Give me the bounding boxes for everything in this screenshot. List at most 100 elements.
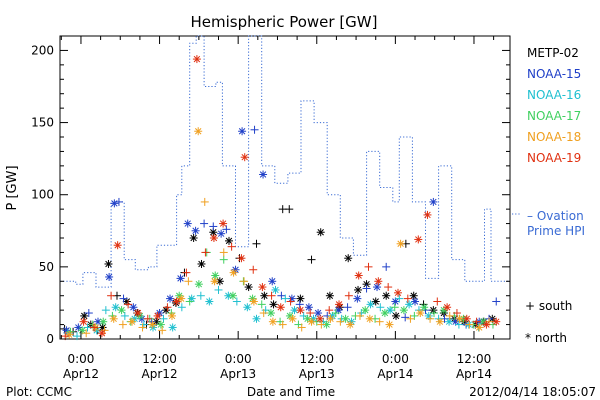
data-point-noaa-19-14: [201, 248, 210, 257]
data-point-noaa-19-37: [414, 235, 423, 244]
data-point-metp-02-36: [382, 291, 391, 300]
data-point-noaa-19-43: [472, 317, 481, 326]
data-point-noaa-19-17: [227, 242, 236, 251]
data-point-metp-02-17: [209, 228, 218, 237]
data-point-metp-02-30: [325, 291, 334, 300]
data-point-noaa-18-34: [396, 239, 405, 248]
data-point-noaa-15-28: [304, 303, 313, 312]
data-point-noaa-19-4: [107, 291, 116, 300]
data-point-noaa-17-9: [156, 320, 165, 329]
data-point-noaa-15-17: [209, 222, 218, 231]
data-point-noaa-18-25: [307, 317, 316, 326]
data-point-noaa-16-11: [168, 323, 177, 332]
data-point-noaa-15-14: [183, 219, 192, 228]
data-point-noaa-15-47: [492, 297, 501, 306]
data-point-noaa-17-33: [380, 309, 389, 318]
footer-left: Plot: CCMC: [6, 385, 72, 399]
x-tick-time-3: 12:00: [299, 352, 334, 366]
x-tick-time-1: 12:00: [142, 352, 177, 366]
y-tick-label-0: 0: [46, 332, 54, 346]
data-point-noaa-16-40: [445, 317, 454, 326]
data-point-metp-02-19: [224, 236, 233, 245]
data-point-noaa-19-44: [482, 320, 491, 329]
data-point-noaa-17-15: [211, 271, 220, 280]
data-point-noaa-19-38: [423, 210, 432, 219]
data-point-noaa-18-18: [240, 277, 249, 286]
data-point-noaa-17-5: [117, 306, 126, 315]
data-point-noaa-18-39: [445, 311, 454, 320]
data-point-noaa-16-33: [376, 303, 385, 312]
data-point-noaa-18-22: [278, 320, 287, 329]
data-point-noaa-18-6: [128, 317, 137, 326]
data-point-noaa-18-42: [475, 323, 484, 332]
legend-ovation-line-1: Prime HPI: [527, 224, 585, 238]
data-point-noaa-19-10: [163, 303, 172, 312]
data-point-noaa-15-39: [411, 297, 420, 306]
data-point-noaa-18-1: [82, 329, 91, 338]
data-point-noaa-16-22: [271, 285, 280, 294]
data-point-noaa-17-28: [331, 309, 340, 318]
data-point-noaa-19-7: [133, 309, 142, 318]
data-point-noaa-15-29: [314, 309, 323, 318]
data-point-noaa-19-16: [219, 219, 228, 228]
data-point-noaa-17-38: [430, 309, 439, 318]
data-points-layer: [60, 55, 501, 341]
y-tick-label-150: 150: [31, 116, 54, 130]
data-point-noaa-19-36: [403, 294, 412, 303]
axes-layer: 0501001502000:00Apr1212:00Apr120:00Apr13…: [31, 36, 510, 381]
data-point-noaa-18-40: [455, 314, 464, 323]
ovation-hpi-line: [60, 35, 510, 288]
data-point-noaa-18-38: [435, 317, 444, 326]
legend-item-metp-02: METP-02: [527, 46, 579, 60]
data-point-metp-02-2: [80, 311, 89, 320]
data-point-noaa-17-12: [185, 297, 194, 306]
legend-marker-south: + south: [525, 299, 572, 313]
data-point-noaa-19-41: [452, 309, 461, 318]
data-point-noaa-16-34: [386, 306, 395, 315]
data-point-noaa-17-21: [266, 309, 275, 318]
data-point-noaa-18-35: [406, 314, 415, 323]
plot-frame: [59, 35, 511, 340]
data-point-noaa-16-32: [366, 300, 375, 309]
data-point-noaa-18-36: [416, 309, 425, 318]
data-point-noaa-16-5: [111, 303, 120, 312]
legend-item-noaa-17: NOAA-17: [527, 109, 581, 123]
data-point-metp-02-26: [285, 205, 294, 214]
x-tick-date-2: Apr13: [220, 367, 256, 381]
data-point-noaa-19-3: [97, 329, 106, 338]
data-point-noaa-19-9: [153, 311, 162, 320]
data-point-noaa-17-20: [257, 300, 266, 309]
y-tick-label-200: 200: [31, 43, 54, 57]
x-tick-date-0: Apr12: [63, 367, 99, 381]
x-tick-date-5: Apr14: [456, 367, 492, 381]
data-point-noaa-19-22: [267, 291, 276, 300]
data-point-noaa-19-31: [354, 271, 363, 280]
data-point-noaa-17-27: [322, 320, 331, 329]
data-point-noaa-18-5: [118, 320, 127, 329]
plot-area-border: [59, 35, 511, 340]
legend-item-noaa-18: NOAA-18: [527, 130, 581, 144]
data-point-noaa-15-21: [238, 127, 247, 136]
data-point-noaa-18-20: [259, 309, 268, 318]
data-point-noaa-18-7: [138, 323, 147, 332]
data-point-noaa-15-1: [74, 323, 83, 332]
data-point-metp-02-22: [252, 239, 261, 248]
data-point-noaa-18-19: [249, 297, 258, 306]
data-point-noaa-19-6: [124, 300, 133, 309]
data-point-noaa-18-21: [268, 317, 277, 326]
data-point-noaa-19-33: [374, 277, 383, 286]
data-point-metp-02-37: [392, 311, 401, 320]
data-point-metp-02-23: [260, 291, 269, 300]
x-tick-time-0: 0:00: [67, 352, 94, 366]
data-point-noaa-15-37: [391, 297, 400, 306]
y-axis-label: P [GW]: [5, 165, 20, 210]
data-point-noaa-18-17: [229, 268, 238, 277]
data-point-metp-02-33: [354, 285, 363, 294]
data-point-noaa-19-24: [286, 297, 295, 306]
data-point-noaa-15-27: [295, 300, 304, 309]
data-point-noaa-18-12: [184, 277, 193, 286]
data-point-noaa-19-42: [462, 314, 471, 323]
legend-item-noaa-15: NOAA-15: [527, 67, 581, 81]
data-point-noaa-19-29: [335, 300, 344, 309]
data-point-noaa-18-30: [356, 311, 364, 320]
